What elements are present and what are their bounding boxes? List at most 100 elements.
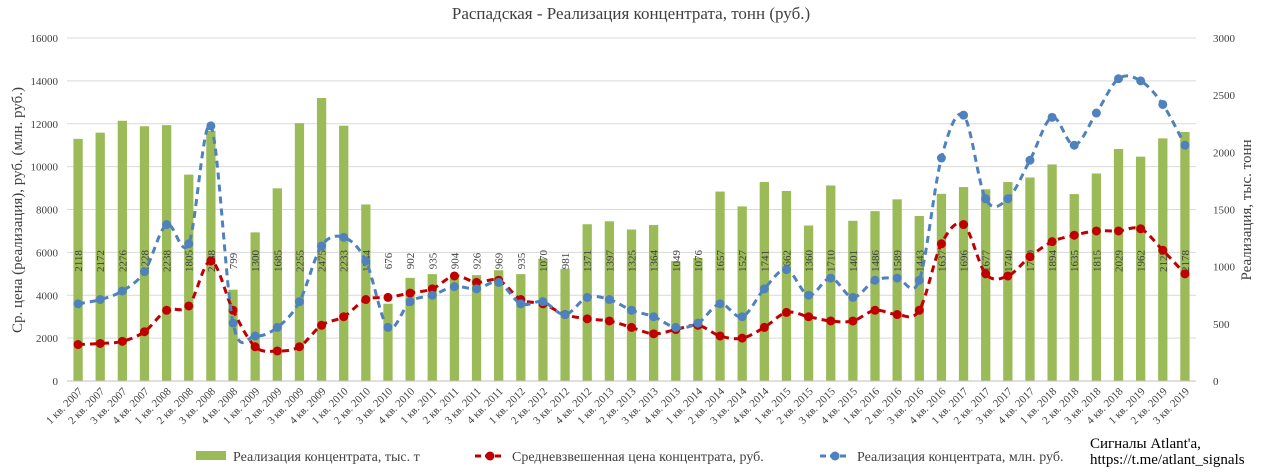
series-point xyxy=(781,265,791,275)
series-point xyxy=(272,346,282,356)
series-point xyxy=(627,305,636,315)
bar xyxy=(1091,173,1102,381)
series-point xyxy=(73,299,83,309)
bar-data-label: 676 xyxy=(383,252,395,269)
bar xyxy=(914,216,924,381)
series-point xyxy=(250,331,260,341)
bar-data-label: 1371 xyxy=(582,250,594,272)
bar xyxy=(626,229,637,381)
bar xyxy=(73,138,83,381)
series-point xyxy=(1091,108,1101,118)
series-point xyxy=(1025,155,1035,165)
y-right-tick-label: 500 xyxy=(1213,319,1230,331)
bar xyxy=(405,277,415,381)
y-right-tick-label: 3000 xyxy=(1213,33,1236,45)
series-point xyxy=(892,273,902,283)
series-point xyxy=(1047,237,1057,247)
series-line xyxy=(77,74,1187,345)
series-point xyxy=(671,322,681,332)
bar-data-label: 1710 xyxy=(826,249,838,272)
series-point xyxy=(1158,99,1168,109)
series-point xyxy=(914,275,924,285)
bar-data-label: 1486 xyxy=(870,249,882,272)
series-point xyxy=(1158,245,1168,255)
bar-data-label: 1894 xyxy=(1047,249,1059,272)
bar-data-label: 1962 xyxy=(1136,250,1148,272)
credit-line-1: Сигналы Atlant'a, xyxy=(1090,436,1201,452)
bar xyxy=(781,190,792,381)
series-point xyxy=(472,284,482,294)
bar xyxy=(715,191,725,381)
bar-data-label: 1325 xyxy=(627,249,639,272)
bar-data-label: 2238 xyxy=(162,249,174,272)
bar xyxy=(184,174,194,381)
bar xyxy=(339,125,349,381)
bar-data-label: 1696 xyxy=(959,249,971,272)
bar-data-label: 935 xyxy=(516,252,528,269)
legend-marker xyxy=(485,451,495,461)
bar-data-label: 1360 xyxy=(804,249,816,272)
bar-data-label: 1740 xyxy=(1003,249,1015,272)
series-point xyxy=(1069,140,1079,150)
series-point xyxy=(1025,252,1035,262)
series-point xyxy=(405,288,415,298)
y-left-tick-label: 10000 xyxy=(31,162,59,174)
series-point xyxy=(1180,269,1190,279)
series-point xyxy=(139,267,149,277)
bar-data-label: 1805 xyxy=(184,249,196,272)
y-right-tick-label: 1000 xyxy=(1213,262,1236,274)
bar xyxy=(1025,177,1035,381)
bar xyxy=(582,224,592,381)
bar-data-label: 1397 xyxy=(604,249,616,272)
bar-data-label: 1300 xyxy=(250,249,262,272)
series-point xyxy=(272,322,282,332)
bar xyxy=(1158,138,1168,381)
legend-label: Реализация концентрата, тыс. т xyxy=(233,450,420,465)
series-point xyxy=(560,310,570,320)
bar-data-label: 799 xyxy=(228,252,240,269)
series-point xyxy=(317,320,327,330)
series-point xyxy=(139,327,149,337)
bar xyxy=(228,289,238,381)
bar-series xyxy=(73,98,1190,382)
bar xyxy=(361,204,371,381)
series-point xyxy=(162,220,172,230)
legend-label: Реализация концентрата, млн. руб. xyxy=(857,450,1064,465)
series-point xyxy=(162,305,172,315)
bar xyxy=(759,181,769,381)
y-axis-left: 0 2000 4000 6000 8000 10000 12000 14000 16000 xyxy=(31,33,59,388)
series-point xyxy=(1047,112,1057,122)
series-point xyxy=(449,271,459,281)
bar xyxy=(1003,182,1013,381)
series-point xyxy=(1003,194,1013,204)
bar-data-label: 1635 xyxy=(1069,249,1081,272)
y-right-tick-label: 0 xyxy=(1213,376,1219,388)
series-point xyxy=(228,318,238,328)
series-point xyxy=(383,292,393,302)
series-point xyxy=(1091,226,1101,236)
series-point xyxy=(759,284,769,294)
bar xyxy=(383,303,393,381)
bar-data-label: 1657 xyxy=(715,249,727,272)
series-point xyxy=(206,121,216,131)
y-right-tick-label: 2500 xyxy=(1213,90,1236,102)
bar-data-label: 1637 xyxy=(936,249,948,272)
series-point xyxy=(936,239,946,249)
bar xyxy=(316,98,327,382)
series-point xyxy=(294,342,304,352)
series-point xyxy=(604,295,614,305)
series-point xyxy=(737,333,747,343)
series-point xyxy=(1069,230,1079,240)
bar xyxy=(206,130,216,381)
bar-data-label: 2475 xyxy=(317,249,329,272)
revenue-series xyxy=(73,74,1190,345)
bar-data-label: 1443 xyxy=(914,249,926,272)
bar-data-label: 2118 xyxy=(73,250,85,272)
series-point xyxy=(848,316,858,326)
series-point xyxy=(538,297,548,307)
series-point xyxy=(250,342,260,352)
series-point xyxy=(184,301,194,311)
series-point xyxy=(494,277,504,287)
bar-data-label: 902 xyxy=(405,253,417,270)
